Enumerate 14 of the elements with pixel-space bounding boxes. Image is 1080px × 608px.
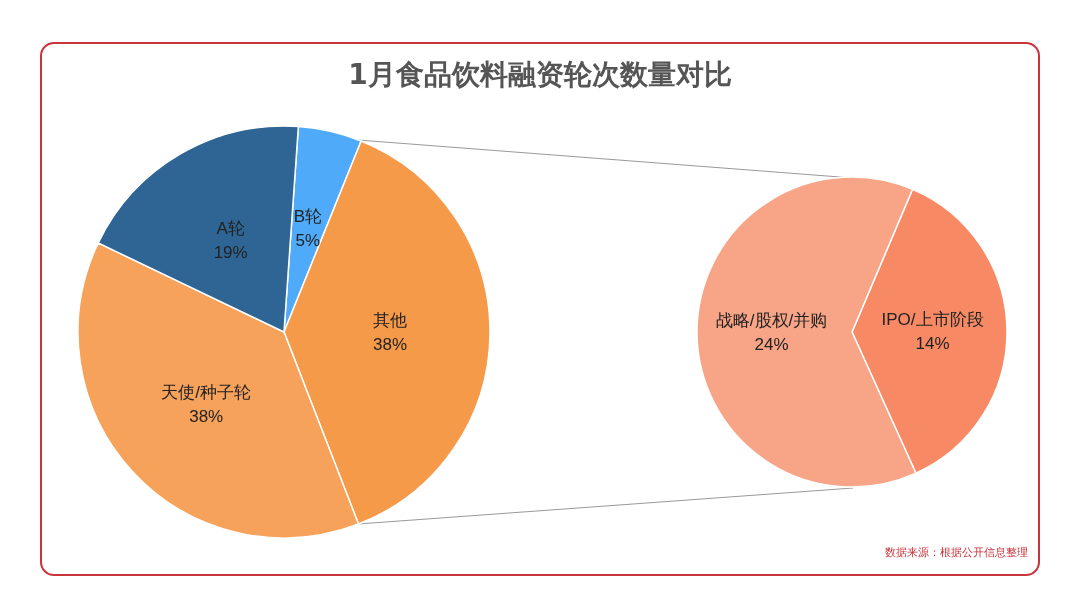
slice-label: IPO/上市阶段 — [881, 309, 984, 329]
data-label: 24% — [754, 335, 789, 355]
slice-label: 其他 — [373, 311, 407, 331]
source-note: 数据来源：根据公开信息整理 — [885, 545, 1028, 560]
slice-label: B轮 — [293, 207, 323, 227]
slice-label: 天使/种子轮 — [161, 382, 252, 402]
data-label: 19% — [213, 242, 248, 262]
data-label: 5% — [295, 231, 321, 251]
slice-label: 战略/股权/并购 — [715, 311, 828, 331]
slice-label: A轮 — [216, 218, 245, 238]
data-label: 14% — [915, 333, 950, 353]
data-label: 38% — [189, 406, 224, 426]
chart-title: 1月食品饮料融资轮次数量对比 — [347, 57, 733, 93]
data-label: 38% — [372, 335, 408, 355]
